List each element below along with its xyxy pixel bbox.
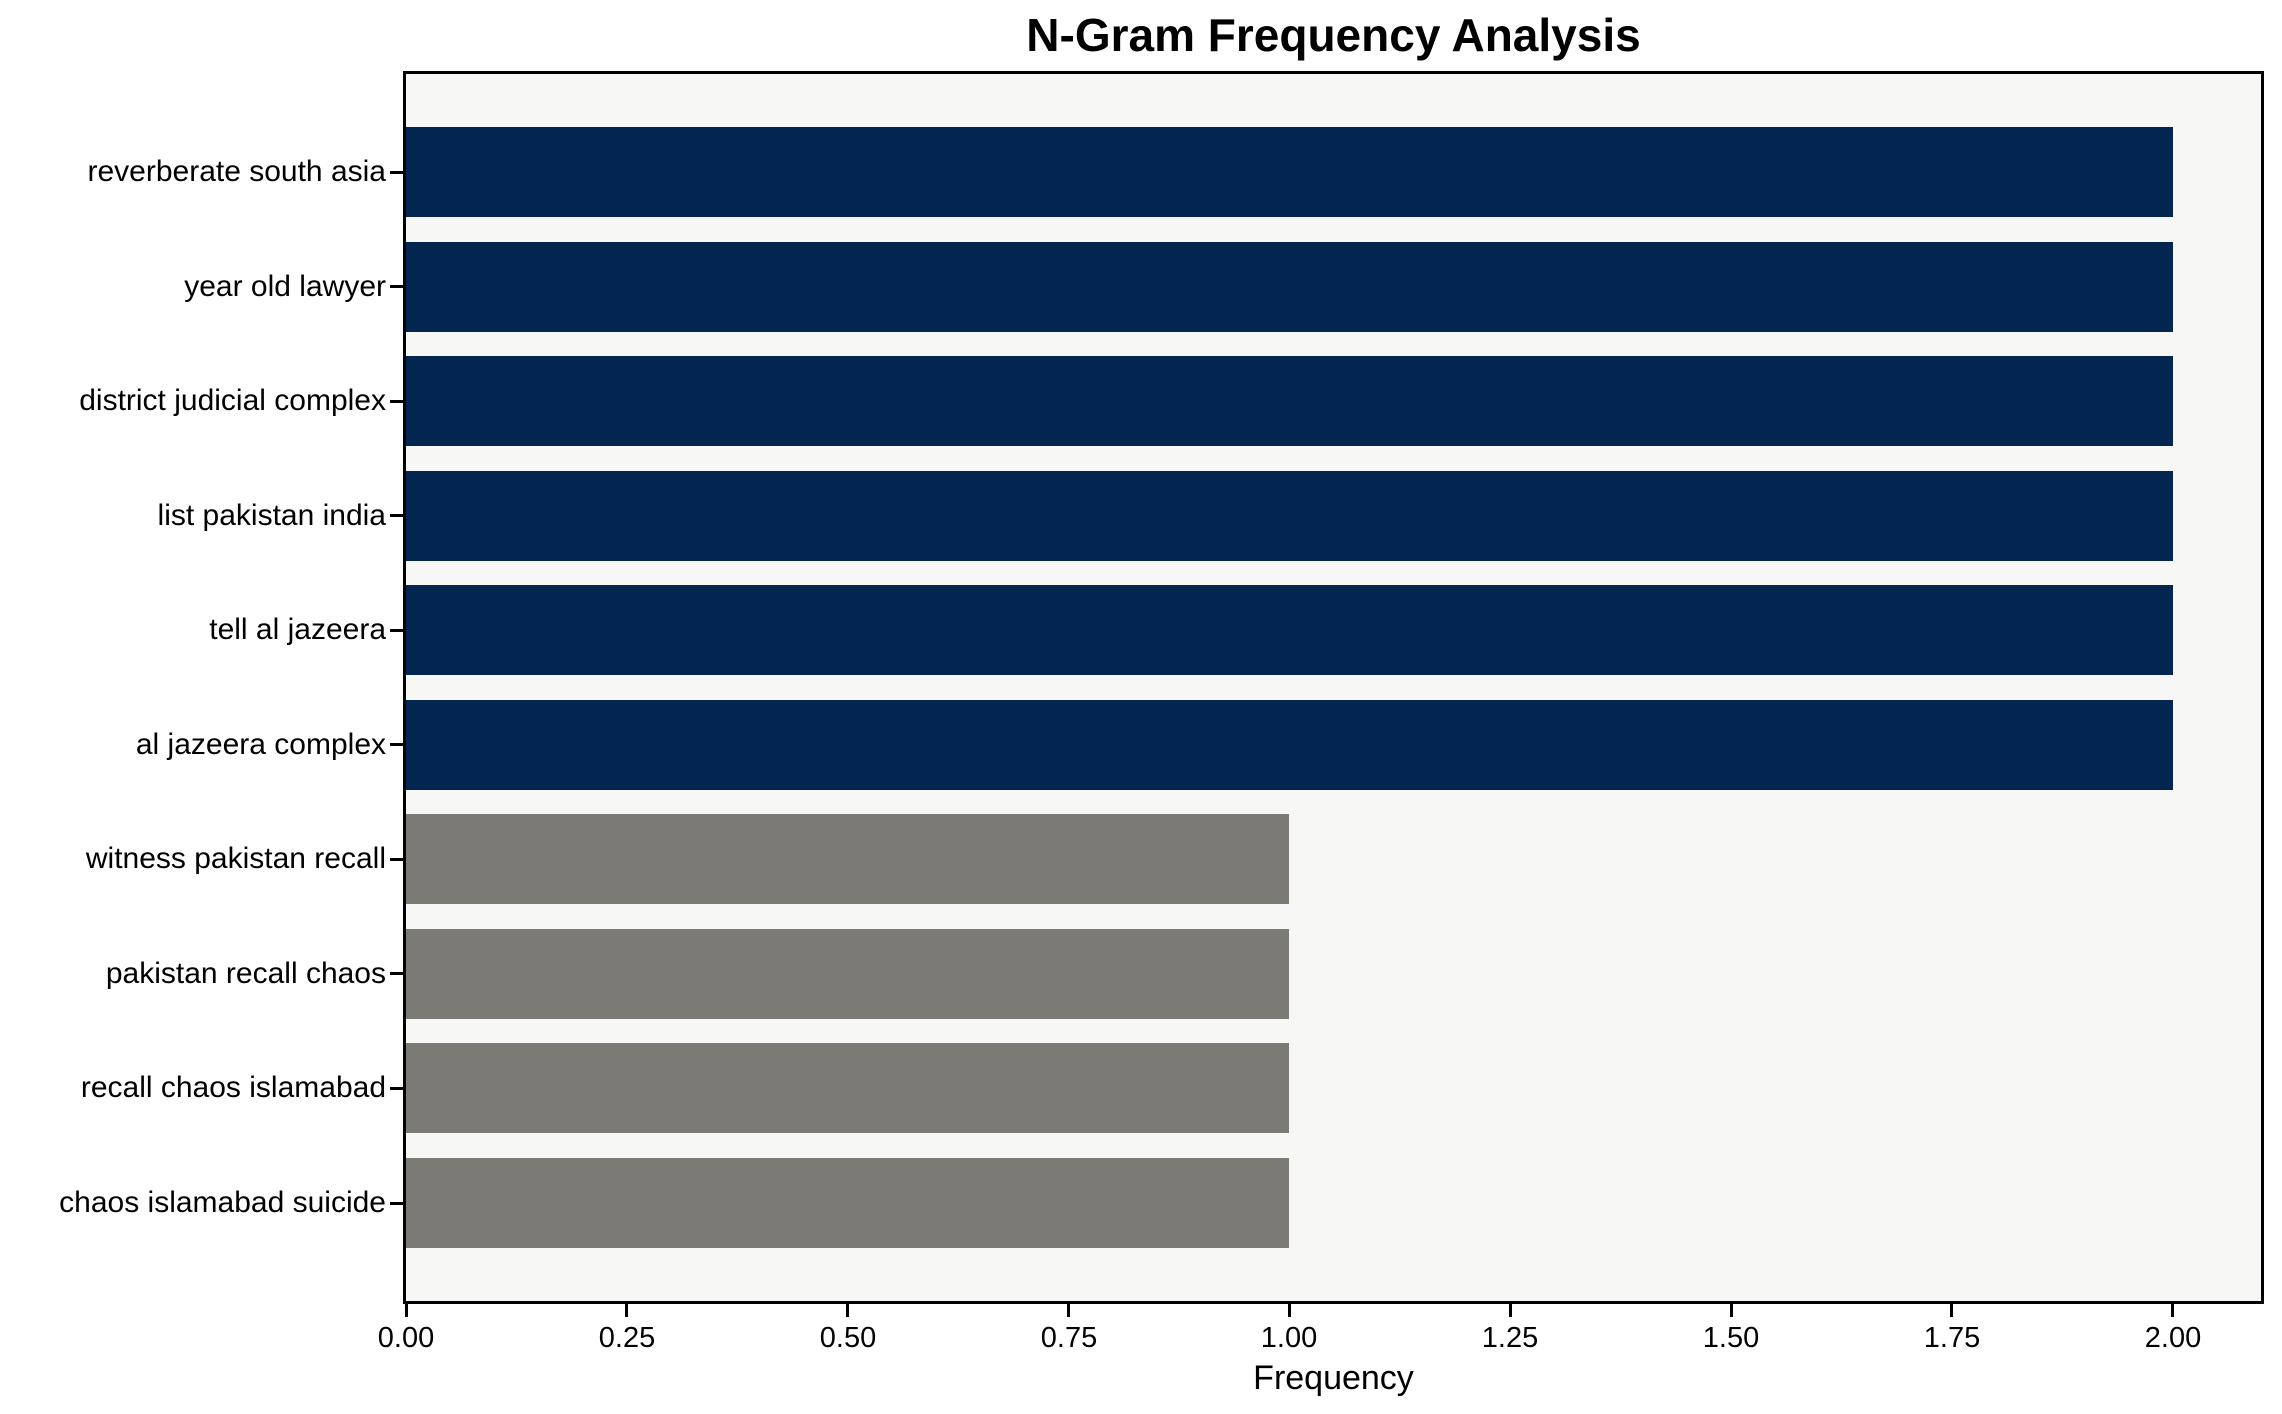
y-axis-tick (390, 629, 403, 632)
x-axis-tick (1730, 1301, 1733, 1317)
y-axis-tick (390, 400, 403, 403)
y-axis-tick (390, 1202, 403, 1205)
x-axis-tick (2171, 1301, 2174, 1317)
x-axis-tick (625, 1301, 628, 1317)
x-axis-tick (1067, 1301, 1070, 1317)
x-axis-tick (846, 1301, 849, 1317)
x-axis-tick-label: 2.00 (2144, 1322, 2202, 1354)
x-axis-tick (1950, 1301, 1953, 1317)
x-axis-tick (405, 1301, 408, 1317)
x-axis-tick-label: 1.00 (1260, 1322, 1318, 1354)
bar-recall-chaos-islamabad (406, 1043, 1289, 1133)
y-axis-category-label: al jazeera complex (135, 728, 386, 761)
bar-chaos-islamabad-suicide (406, 1158, 1289, 1248)
bar-list-pakistan-india (406, 471, 2173, 561)
bar-witness-pakistan-recall (406, 814, 1289, 904)
y-axis-category-label: list pakistan india (157, 499, 386, 532)
y-axis-tick (390, 858, 403, 861)
x-axis-tick-label: 0.75 (1040, 1322, 1098, 1354)
bar-pakistan-recall-chaos (406, 929, 1289, 1019)
y-axis-category-label: tell al jazeera (209, 613, 386, 646)
plot-area: reverberate south asia year old lawyer dis… (59, 71, 2264, 1354)
x-axis-tick (1288, 1301, 1291, 1317)
y-axis-category-label: recall chaos islamabad (80, 1071, 386, 1104)
y-axis-tick (390, 743, 403, 746)
bar-tell-al-jazeera (406, 585, 2173, 675)
x-axis-tick-label: 1.50 (1702, 1322, 1760, 1354)
x-axis-tick (1509, 1301, 1512, 1317)
x-axis-tick-label: 1.25 (1481, 1322, 1539, 1354)
y-axis-category-label: district judicial complex (79, 384, 386, 417)
bar-reverberate-south-asia (406, 127, 2173, 217)
x-axis-tick-label: 0.00 (377, 1322, 435, 1354)
y-axis-tick (390, 1087, 403, 1090)
bar-year-old-lawyer (406, 242, 2173, 332)
y-axis-category-label: reverberate south asia (87, 155, 386, 188)
x-axis-label: Frequency (1253, 1359, 1414, 1397)
chart-title: N-Gram Frequency Analysis (1026, 9, 1641, 61)
y-axis-category-label: chaos islamabad suicide (59, 1186, 386, 1219)
y-axis-category-label: year old lawyer (184, 270, 386, 303)
y-axis-tick (390, 514, 403, 517)
bar-al-jazeera-complex (406, 700, 2173, 790)
y-axis-tick (390, 171, 403, 174)
y-axis-category-label: pakistan recall chaos (105, 957, 386, 990)
y-axis-tick (390, 972, 403, 975)
y-axis-tick (390, 285, 403, 288)
y-axis-category-label: witness pakistan recall (85, 842, 386, 875)
x-axis-tick-label: 0.50 (819, 1322, 877, 1354)
bar-district-judicial-complex (406, 356, 2173, 446)
x-axis-tick-label: 1.75 (1923, 1322, 1981, 1354)
x-axis-tick-label: 0.25 (598, 1322, 656, 1354)
